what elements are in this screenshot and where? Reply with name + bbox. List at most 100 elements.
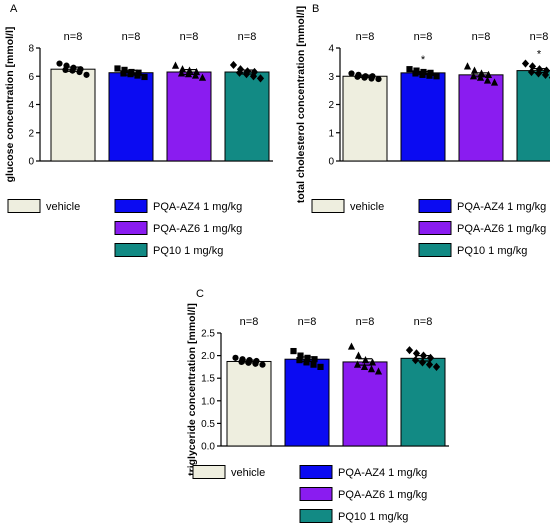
data-point (367, 365, 376, 373)
y-tick-label: 2 (328, 100, 334, 111)
data-point (527, 67, 536, 77)
data-point (412, 349, 421, 358)
data-point (354, 351, 363, 359)
data-point (120, 70, 127, 77)
bar (226, 360, 272, 447)
data-point (171, 61, 180, 69)
data-point (310, 361, 317, 368)
data-point (470, 66, 479, 74)
y-tick-label: 0.5 (201, 419, 215, 430)
n-label: n=8 (356, 316, 375, 328)
legend-swatch (418, 221, 452, 235)
y-tick-label: 0.0 (201, 442, 215, 453)
data-point (76, 68, 83, 76)
data-point (534, 69, 543, 78)
data-point (297, 352, 304, 359)
data-point (303, 359, 310, 366)
n-label: n=8 (472, 31, 491, 43)
panel-label: C (196, 288, 204, 300)
legend-label: vehicle (350, 201, 384, 213)
data-point (256, 74, 265, 83)
y-tick-label: 1 (328, 128, 334, 139)
legend-label: PQ10 1 mg/kg (338, 511, 408, 523)
legend-swatch (418, 243, 452, 257)
data-point (483, 76, 492, 84)
legend-swatch (299, 465, 333, 479)
data-point (411, 356, 420, 365)
data-point (252, 360, 259, 367)
bar (458, 74, 504, 162)
data-point (296, 357, 303, 364)
y-tick-label: 4 (28, 100, 34, 111)
data-point (229, 60, 238, 70)
data-point (127, 71, 134, 78)
data-point (432, 362, 441, 371)
data-point (353, 360, 362, 368)
data-point (141, 73, 148, 81)
data-point (406, 66, 413, 73)
bar (166, 71, 212, 162)
y-axis-label: total cholesterol concentration [mmol/l] (295, 6, 307, 203)
data-point (368, 75, 375, 82)
legend-swatch (299, 487, 333, 501)
legend-swatch (114, 221, 148, 235)
y-tick-label: 2.0 (201, 351, 215, 362)
data-point (425, 360, 434, 369)
bar (224, 71, 270, 162)
legend-label: PQA-AZ4 1 mg/kg (457, 201, 546, 213)
data-point (311, 356, 318, 363)
data-point (348, 70, 355, 77)
data-point (114, 65, 121, 72)
bar (50, 68, 96, 162)
data-point (368, 358, 377, 366)
data-point (374, 367, 383, 375)
data-point (405, 346, 414, 355)
data-point (418, 358, 427, 367)
n-label: n=8 (298, 316, 317, 328)
significance-star: * (421, 54, 426, 66)
n-label: n=8 (530, 31, 549, 43)
y-axis-label: glucose concentration [mmol/l] (4, 27, 16, 183)
legend-label: PQA-AZ6 1 mg/kg (338, 489, 427, 501)
y-tick-label: 6 (28, 72, 34, 83)
legend-swatch (114, 199, 148, 213)
legend-label: PQA-AZ4 1 mg/kg (338, 467, 427, 479)
data-point (469, 72, 478, 80)
legend-label: PQ10 1 mg/kg (153, 245, 223, 257)
legend-swatch (418, 199, 452, 213)
data-point (360, 362, 369, 370)
legend-swatch (192, 465, 226, 479)
data-point (232, 354, 239, 361)
legend-swatch (299, 509, 333, 523)
data-point (235, 68, 244, 77)
data-point (521, 59, 530, 68)
data-point (347, 342, 356, 350)
data-point (236, 65, 245, 74)
n-label: n=8 (356, 31, 375, 43)
n-label: n=8 (240, 316, 259, 328)
data-point (249, 72, 258, 81)
n-label: n=8 (64, 31, 83, 43)
bar (342, 361, 388, 447)
legend-swatch (7, 199, 41, 213)
legend-label: PQA-AZ4 1 mg/kg (153, 201, 242, 213)
n-label: n=8 (414, 31, 433, 43)
data-point (83, 71, 90, 78)
y-tick-label: 0 (28, 157, 34, 168)
legend-swatch (311, 199, 345, 213)
data-point (191, 71, 200, 79)
data-point (375, 75, 382, 83)
bar (342, 75, 388, 162)
data-point (412, 70, 419, 77)
n-label: n=8 (238, 31, 257, 43)
data-point (178, 65, 187, 73)
y-axis-label: triglyceride concentration [mmol/l] (186, 303, 198, 476)
data-point (259, 361, 266, 368)
bar (108, 72, 154, 162)
data-point (542, 66, 550, 75)
data-point (490, 78, 499, 86)
data-point (56, 60, 63, 67)
panel-label: B (312, 3, 319, 15)
